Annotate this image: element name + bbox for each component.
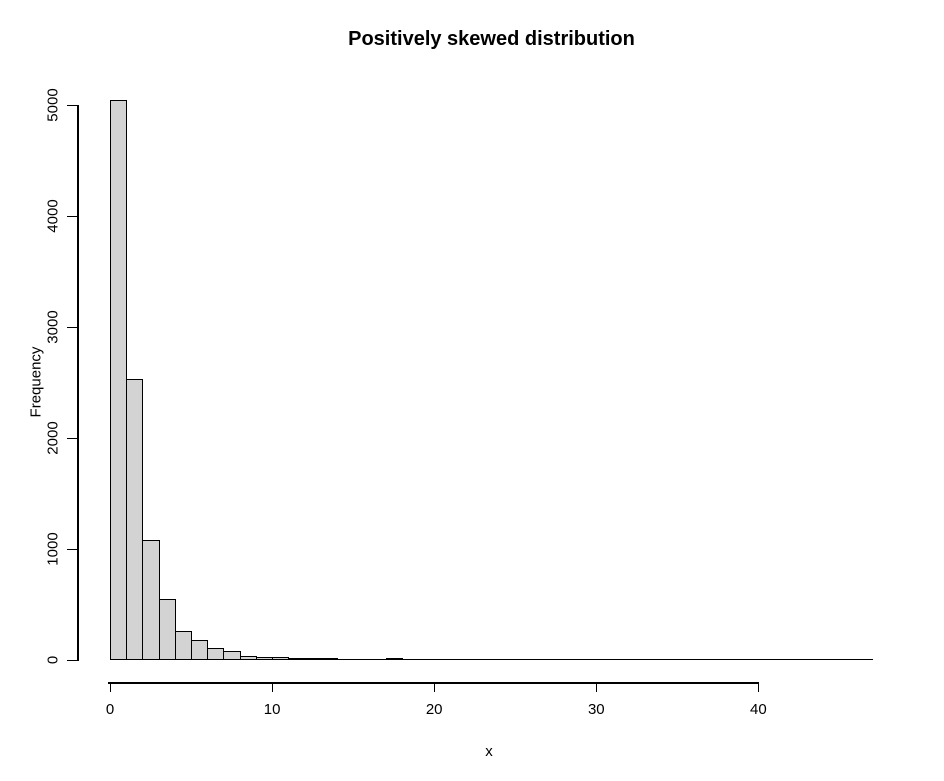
y-tick — [67, 215, 78, 218]
histogram-bar — [321, 658, 338, 660]
x-tick-label: 20 — [425, 701, 443, 718]
y-axis-label: Frequency — [27, 346, 45, 418]
y-tick — [67, 326, 78, 329]
y-tick — [67, 659, 78, 661]
y-tick-label: 0 — [44, 655, 62, 665]
y-tick-label: 4000 — [44, 199, 62, 233]
x-tick-label: 40 — [750, 701, 767, 718]
histogram-bar — [110, 100, 127, 660]
histogram-bar — [256, 657, 273, 660]
histogram-bar — [191, 640, 208, 660]
x-tick — [757, 682, 760, 692]
histogram-bar — [223, 651, 241, 660]
y-tick-label: 5000 — [44, 88, 62, 123]
y-tick-label: 1000 — [44, 532, 62, 566]
x-tick-label: 10 — [263, 701, 281, 718]
x-tick-label: 30 — [587, 701, 605, 718]
histogram-bar — [386, 658, 403, 660]
y-tick — [67, 548, 78, 551]
histogram-bar — [142, 540, 160, 660]
y-tick-label: 3000 — [44, 310, 62, 344]
histogram-bar — [288, 658, 306, 660]
x-tick — [595, 682, 598, 692]
x-tick — [433, 682, 436, 692]
x-tick — [271, 682, 274, 692]
histogram-bar — [272, 657, 289, 660]
x-axis-label: x — [485, 743, 493, 760]
histogram-bar — [207, 648, 224, 660]
histogram-bar — [175, 631, 192, 660]
histogram-bar — [305, 658, 322, 660]
chart-title: Positively skewed distribution — [348, 28, 635, 50]
zero-baseline — [110, 659, 874, 660]
y-tick — [67, 437, 78, 440]
y-tick-label: 2000 — [44, 421, 62, 455]
y-tick — [67, 104, 78, 107]
y-axis-line — [77, 105, 79, 661]
histogram-bar — [240, 656, 257, 660]
x-tick — [109, 682, 111, 692]
x-tick-label: 0 — [105, 701, 115, 718]
histogram-bar — [126, 379, 143, 660]
histogram-bar — [159, 599, 176, 660]
